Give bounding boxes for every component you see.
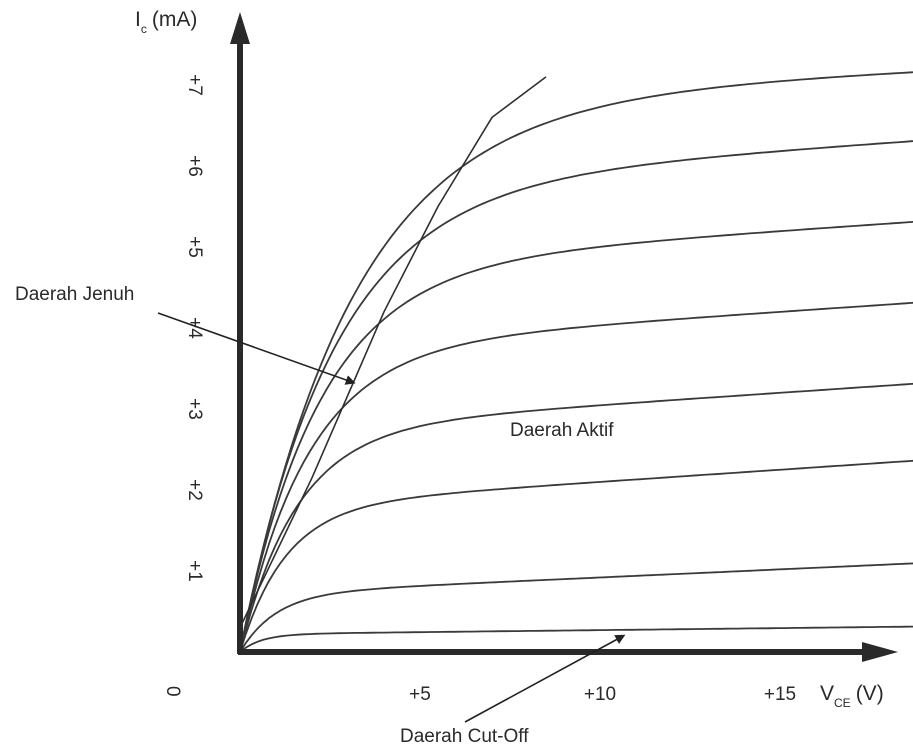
axes-group <box>230 12 898 662</box>
x-axis-title: VCE (V) <box>820 682 884 710</box>
x-tick-label: +15 <box>764 684 796 705</box>
x-tick-label: +10 <box>584 684 616 705</box>
characteristic-curve-8 <box>239 71 913 653</box>
annotation-group <box>157 312 626 723</box>
y-tick-label: +3 <box>184 398 205 420</box>
origin-label: 0 <box>162 686 183 697</box>
active-region-label: Daerah Aktif <box>510 420 614 441</box>
y-tick-label: +4 <box>184 317 205 339</box>
characteristic-curve-2 <box>239 562 913 653</box>
y-tick-label: +2 <box>184 479 205 501</box>
x-axis-arrowhead <box>862 642 898 662</box>
y-tick-label: +5 <box>184 236 205 258</box>
cutoff-region-label: Daerah Cut-Off <box>400 726 529 747</box>
cutoff-pointer-arrow <box>464 634 626 723</box>
tick-label-group: +5 +10 +15 +1 +2 +3 +4 +5 +6 +7 <box>184 74 796 705</box>
x-tick-label: +5 <box>409 684 431 705</box>
y-axis-arrowhead <box>230 12 250 44</box>
y-tick-label: +1 <box>184 560 205 582</box>
y-tick-label: +6 <box>184 155 205 177</box>
characteristic-curve-4 <box>239 382 913 653</box>
y-axis-title: Ic (mA) <box>135 8 197 36</box>
characteristic-curve-7 <box>239 140 913 653</box>
saturation-boundary-line <box>239 76 547 629</box>
characteristic-curve-5 <box>239 301 913 653</box>
characteristic-curve-6 <box>239 221 913 653</box>
characteristic-curve-3 <box>239 459 913 653</box>
y-tick-label: +7 <box>184 74 205 96</box>
characteristic-curve-1 <box>239 625 913 653</box>
saturation-region-label: Daerah Jenuh <box>15 284 134 305</box>
curve-group <box>239 71 913 653</box>
saturation-pointer-arrow <box>157 312 356 385</box>
